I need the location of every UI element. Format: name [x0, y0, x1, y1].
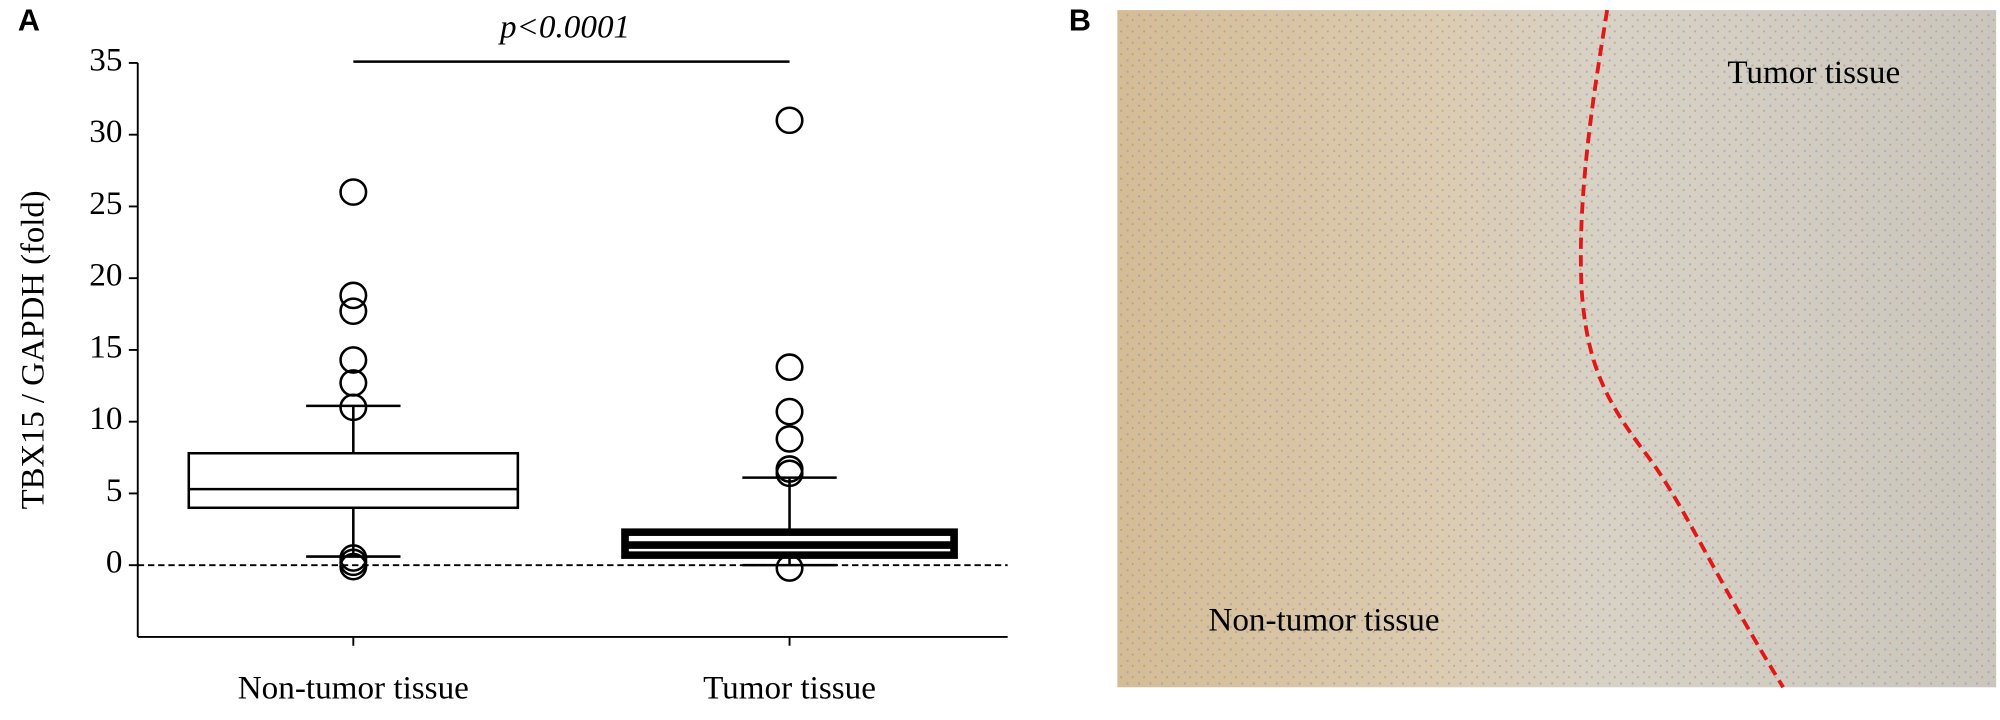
outlier [339, 369, 368, 397]
micrograph: Tumor tissue Non-tumor tissue [1117, 9, 1997, 689]
x-tick-label: Non-tumor tissue [238, 671, 469, 707]
box [187, 451, 520, 510]
outlier [775, 459, 804, 488]
x-tick-label: Tumor tissue [703, 671, 876, 707]
annotation: p<0.0001 [498, 10, 630, 46]
y-tick-label: 20 [89, 258, 122, 294]
panel-label: B [1069, 4, 1091, 38]
y-tick-label: 10 [89, 401, 122, 437]
outlier [775, 554, 804, 582]
image-label: Tumor tissue [1727, 55, 1900, 91]
tissue-texture [1117, 10, 1997, 688]
outlier [775, 106, 804, 135]
y-tick-label: 0 [106, 545, 123, 581]
outlier [775, 353, 804, 381]
y-axis-label: TBX15 / GAPDH (fold) [15, 190, 51, 509]
y-tick-label: 15 [89, 330, 122, 366]
panel-label: A [18, 4, 40, 38]
image-label: Non-tumor tissue [1208, 603, 1439, 639]
outlier [339, 297, 368, 326]
outlier [339, 281, 368, 310]
tumor-boundary [1578, 9, 1785, 689]
y-tick-label: 5 [106, 473, 123, 509]
outlier [339, 393, 368, 422]
outlier [339, 552, 368, 581]
y-tick-label: 35 [89, 43, 122, 79]
y-tick-label: 30 [89, 114, 122, 150]
outlier [775, 397, 804, 426]
y-tick-label: 25 [89, 186, 122, 222]
outlier [775, 425, 804, 453]
box-plot: TBX15 / GAPDH (fold) p<0.0001 0 5 10 15 20 25… [15, 10, 1008, 707]
outlier [339, 346, 368, 374]
outlier [339, 178, 368, 206]
